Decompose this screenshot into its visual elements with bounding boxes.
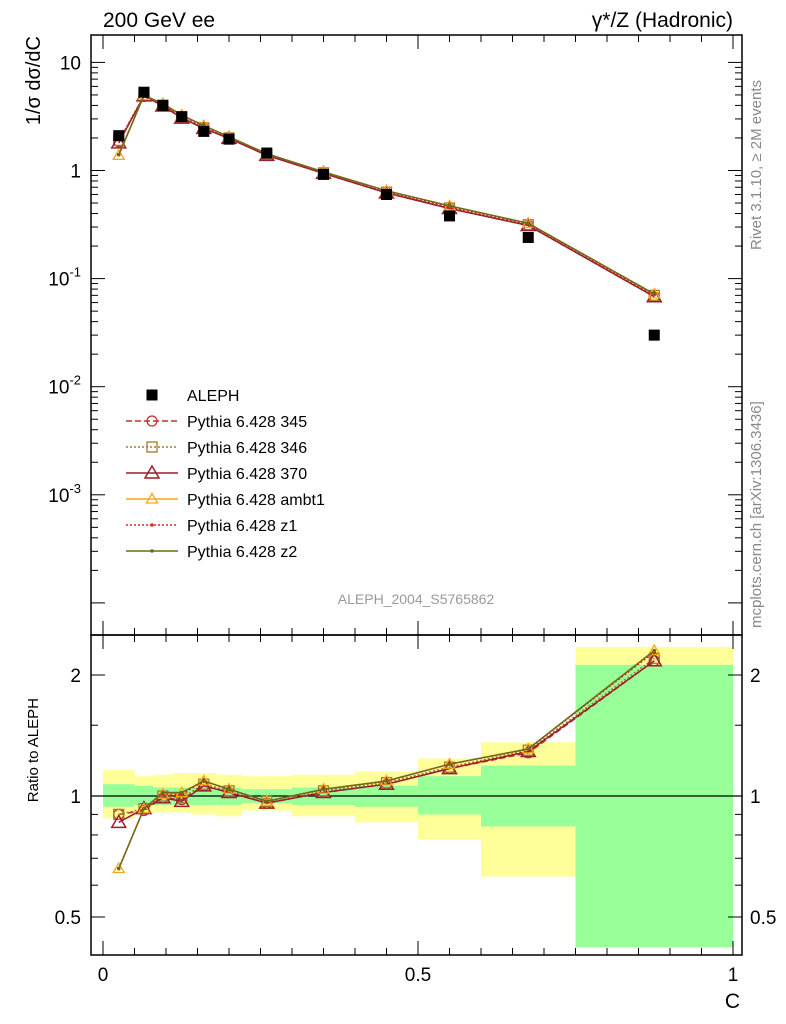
legend-label-4: Pythia 6.428 ambt1 [187,492,325,509]
main-series-6-point-0 [116,152,121,157]
ratio-series-5-point-11 [652,648,657,653]
side-label-bottom: mcplots.cern.ch [arXiv:1306.3436] [748,401,765,628]
main-series-6-point-9 [447,204,452,208]
main-series-0-point-4 [198,125,210,137]
x-axis-label: C [725,990,740,1013]
ratio-series-2-point-8 [378,775,395,790]
ratio-series-5-point-1 [142,806,146,811]
ratio-series-5-point-3 [179,790,184,795]
main-plot-area: 10-310-210-1110102 [48,35,742,635]
legend: ALEPH Pythia 6.428 345 Pythia 6.428 346 Pyt… [126,388,325,561]
ratio-y-tick-label-right: 1 [750,787,761,808]
legend-marker-6 [150,549,154,553]
uncertainty-band-inner-9 [418,776,481,815]
legend-marker-5 [150,523,154,527]
legend-marker-1 [146,415,158,427]
ratio-series-3-point-10 [521,742,535,754]
x-tick-label: 1 [728,965,739,986]
ratio-series-5-point-10 [526,747,531,751]
main-series-0-point-1 [138,86,150,98]
ratio-series-5-point-9 [447,762,452,766]
ratio-y-tick-label: 2 [70,666,81,687]
main-y-tick-label: 10-2 [48,373,81,399]
ratio-y-tick-label: 0.5 [55,908,81,929]
main-series-0-point-0 [113,130,125,142]
ratio-y-tick-label: 1 [70,787,81,808]
header-right: γ*/Z (Hadronic) [592,9,733,32]
main-y-axis-label: 1/σ dσ/dC [23,36,45,125]
ratio-y-axis-label: Ratio to ALEPH [25,698,42,802]
uncertainty-band-inner-1 [134,785,154,805]
ratio-plot-series [110,643,663,874]
ratio-series-2-point-5 [220,784,238,799]
main-series-0-point-8 [381,188,392,200]
ratio-y-tick-label-right: 0.5 [750,908,776,929]
legend-label-2: Pythia 6.428 346 [187,440,307,457]
ratio-series-2-point-0 [110,813,128,829]
ratio-series-2-point-3 [173,792,191,808]
main-series-0-point-9 [444,210,455,222]
legend-marker-3 [143,464,161,479]
x-tick-label: 0 [98,965,109,986]
ratio-series-5-point-6 [265,799,269,804]
ratio-series-5-point-2 [161,790,165,795]
ratio-series-5-point-5 [227,787,231,791]
main-plot-series [110,86,663,341]
ratio-series-3-point-0 [112,861,126,874]
legend-label-3: Pythia 6.428 370 [187,466,307,483]
x-tick-label: 0.5 [405,965,431,986]
legend-marker-0 [146,389,158,401]
main-series-0-point-11 [648,329,660,341]
main-series-0-point-7 [318,168,329,180]
legend-marker-4 [145,492,159,504]
ratio-series-5-point-7 [321,787,326,791]
ratio-series-5-point-0 [116,866,121,871]
ratio-series-2-point-7 [315,784,332,799]
ratio-series-1-point-0 [113,808,125,821]
legend-label-6: Pythia 6.428 z2 [187,544,297,561]
ratio-plot-area: 0 0.5 1 0.5 0.5 1 1 2 2 [55,635,776,986]
main-series-0-point-2 [157,99,169,111]
main-y-tick-label: 10-1 [48,265,81,291]
ratio-plot-frame [90,634,743,956]
ratio-series-5-line [118,650,655,869]
ratio-series-2-line [118,660,655,823]
ratio-series-2-point-1 [135,800,153,815]
ratio-y-tick-label-right: 2 [750,666,761,687]
main-series-6-point-10 [526,221,531,226]
main-series-4-point-0 [112,148,126,161]
legend-label-5: Pythia 6.428 z1 [187,518,297,535]
ratio-series-5-point-8 [384,779,389,783]
ratio-series-2-point-11 [645,652,663,667]
main-y-tick-label: 10-3 [48,481,81,507]
main-series-0-point-6 [261,147,273,159]
legend-marker-2 [146,441,158,453]
ratio-series-5-point-4 [202,779,206,783]
legend-label-1: Pythia 6.428 345 [187,414,307,431]
side-label-top: Rivet 3.1.10, ≥ 2M events [748,80,765,250]
header-left: 200 GeV ee [103,9,215,32]
ratio-series-3-point-2 [156,787,170,799]
main-y-tick-label: 10 [60,53,81,74]
main-series-0-point-5 [223,133,235,145]
main-series-3-point-0 [110,134,128,149]
ratio-series-3-point-4 [197,774,211,786]
legend-label-0: ALEPH [187,388,239,405]
ratio-series-3-point-1 [137,801,151,814]
uncertainty-band-inner-11 [575,664,733,948]
main-series-0-point-10 [522,231,534,243]
ratio-series-3-point-11 [647,643,661,656]
main-series-6-point-11 [652,292,657,296]
ratio-series-4-line [118,651,655,869]
watermark: ALEPH_2004_S5765862 [338,591,495,607]
main-y-tick-label: 1 [70,162,81,183]
main-series-0-point-3 [176,111,188,123]
